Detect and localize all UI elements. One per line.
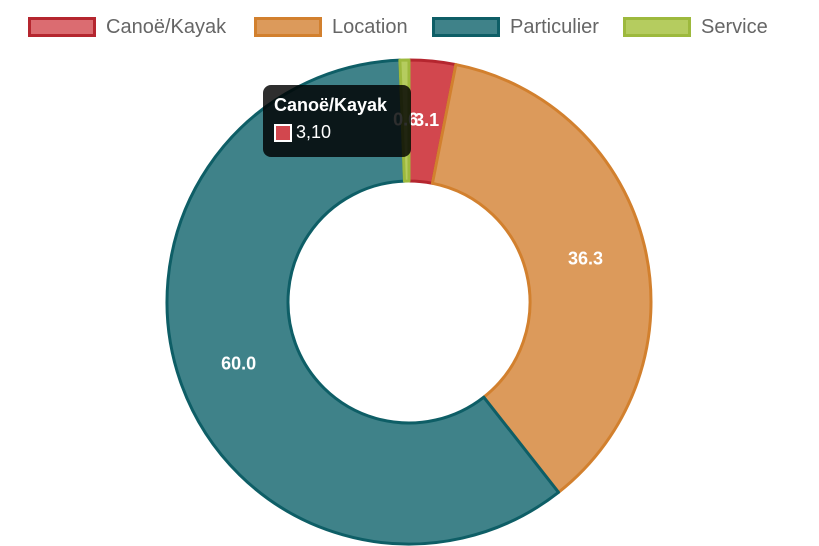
legend-swatch bbox=[432, 17, 500, 37]
slice-label-location: 36.3 bbox=[568, 248, 603, 268]
slice-label-particulier: 60.0 bbox=[221, 353, 256, 373]
slice-label-canoe-kayak: 3.1 bbox=[414, 110, 439, 130]
legend-label: Particulier bbox=[510, 15, 599, 38]
legend-item-canoe-kayak[interactable]: Canoë/Kayak bbox=[28, 14, 226, 40]
legend-label: Location bbox=[332, 15, 408, 38]
legend-item-particulier[interactable]: Particulier bbox=[432, 14, 599, 40]
slices-group bbox=[165, 58, 653, 546]
chart-tooltip: Canoë/Kayak 3,10 bbox=[263, 85, 411, 157]
legend-item-location[interactable]: Location bbox=[254, 14, 408, 40]
legend-swatch bbox=[28, 17, 96, 37]
tooltip-body: 3,10 bbox=[274, 122, 400, 143]
chart-legend: Canoë/Kayak Location Particulier Service bbox=[0, 0, 819, 54]
legend-item-service[interactable]: Service bbox=[623, 14, 768, 40]
tooltip-title: Canoë/Kayak bbox=[274, 95, 388, 115]
legend-label: Service bbox=[701, 15, 768, 38]
legend-swatch bbox=[254, 17, 322, 37]
tooltip-value: 3,10 bbox=[296, 122, 332, 142]
legend-label: Canoë/Kayak bbox=[106, 15, 227, 38]
slice-labels-group: 3.136.360.00.6 bbox=[221, 109, 603, 373]
legend-swatch bbox=[623, 17, 691, 37]
tooltip-color-swatch bbox=[274, 123, 292, 142]
slice-location[interactable] bbox=[430, 63, 653, 494]
